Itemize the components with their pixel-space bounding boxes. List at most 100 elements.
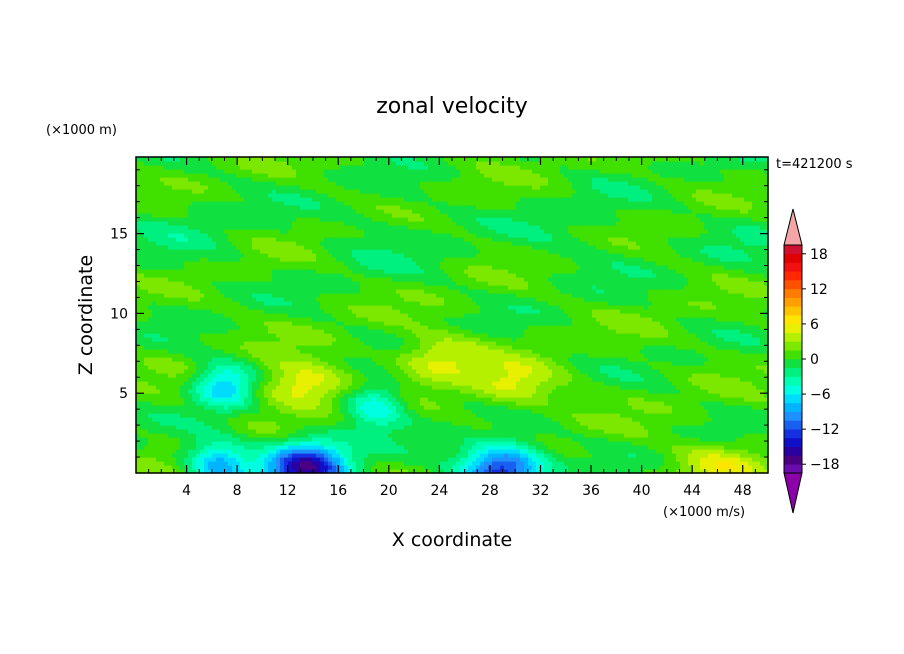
- field-cell: [452, 405, 457, 410]
- field-cell: [604, 361, 609, 366]
- field-cell: [512, 401, 517, 406]
- field-cell: [536, 373, 541, 378]
- field-cell: [332, 469, 337, 474]
- field-cell: [524, 433, 529, 438]
- field-cell: [224, 413, 229, 418]
- field-cell: [396, 373, 401, 378]
- field-cell: [624, 397, 629, 402]
- field-cell: [144, 449, 149, 454]
- field-cell: [536, 361, 541, 366]
- field-cell: [148, 349, 153, 354]
- field-cell: [656, 361, 661, 366]
- field-cell: [620, 385, 625, 390]
- field-cell: [400, 417, 405, 422]
- field-cell: [612, 357, 617, 362]
- field-cell: [468, 441, 473, 446]
- field-cell: [428, 457, 433, 462]
- field-cell: [504, 361, 509, 366]
- field-cell: [548, 405, 553, 410]
- field-cell: [320, 349, 325, 354]
- field-cell: [184, 377, 189, 382]
- field-cell: [660, 373, 665, 378]
- field-cell: [392, 461, 397, 466]
- field-cell: [228, 405, 233, 410]
- field-cell: [220, 365, 225, 370]
- field-cell: [236, 385, 241, 390]
- field-cell: [200, 417, 205, 422]
- field-cell: [276, 365, 281, 370]
- field-cell: [676, 449, 681, 454]
- field-cell: [468, 369, 473, 374]
- field-cell: [464, 445, 469, 450]
- field-cell: [184, 437, 189, 442]
- field-cell: [696, 421, 701, 426]
- field-cell: [432, 453, 437, 458]
- field-cell: [440, 357, 445, 362]
- field-cell: [428, 409, 433, 414]
- field-cell: [168, 413, 173, 418]
- field-cell: [536, 369, 541, 374]
- field-cell: [492, 409, 497, 414]
- field-cell: [316, 457, 321, 462]
- field-cell: [588, 469, 593, 474]
- field-cell: [616, 457, 621, 462]
- field-cell: [756, 425, 761, 430]
- field-cell: [352, 453, 357, 458]
- field-cell: [616, 445, 621, 450]
- field-cell: [200, 365, 205, 370]
- field-cell: [208, 441, 213, 446]
- field-cell: [532, 421, 537, 426]
- field-cell: [640, 389, 645, 394]
- field-cell: [240, 417, 245, 422]
- field-cell: [176, 401, 181, 406]
- field-cell: [528, 393, 533, 398]
- field-cell: [544, 469, 549, 474]
- field-cell: [708, 369, 713, 374]
- field-cell: [212, 421, 217, 426]
- field-cell: [208, 469, 213, 474]
- field-cell: [364, 441, 369, 446]
- field-cell: [376, 449, 381, 454]
- field-cell: [468, 405, 473, 410]
- field-cell: [612, 409, 617, 414]
- field-cell: [636, 469, 641, 474]
- field-cell: [636, 349, 641, 354]
- field-cell: [360, 361, 365, 366]
- field-cell: [588, 361, 593, 366]
- field-cell: [400, 433, 405, 438]
- field-cell: [520, 465, 525, 470]
- field-cell: [284, 357, 289, 362]
- field-cell: [500, 377, 505, 382]
- field-cell: [436, 425, 441, 430]
- field-cell: [552, 385, 557, 390]
- field-cell: [240, 373, 245, 378]
- field-cell: [228, 453, 233, 458]
- field-cell: [260, 357, 265, 362]
- field-cell: [204, 353, 209, 358]
- field-cell: [204, 409, 209, 414]
- field-cell: [720, 353, 725, 358]
- field-cell: [484, 453, 489, 458]
- field-cell: [348, 465, 353, 470]
- field-cell: [164, 373, 169, 378]
- field-cell: [416, 449, 421, 454]
- field-cell: [696, 373, 701, 378]
- field-cell: [424, 381, 429, 386]
- field-cell: [328, 437, 333, 442]
- field-cell: [160, 433, 165, 438]
- field-cell: [424, 437, 429, 442]
- field-cell: [656, 353, 661, 358]
- field-cell: [136, 345, 141, 350]
- field-cell: [508, 385, 513, 390]
- field-cell: [580, 457, 585, 462]
- field-cell: [140, 469, 145, 474]
- field-cell: [632, 461, 637, 466]
- field-cell: [476, 429, 481, 434]
- field-cell: [408, 429, 413, 434]
- field-cell: [248, 381, 253, 386]
- field-cell: [208, 429, 213, 434]
- field-cell: [756, 397, 761, 402]
- field-cell: [196, 425, 201, 430]
- field-cell: [576, 417, 581, 422]
- field-cell: [256, 369, 261, 374]
